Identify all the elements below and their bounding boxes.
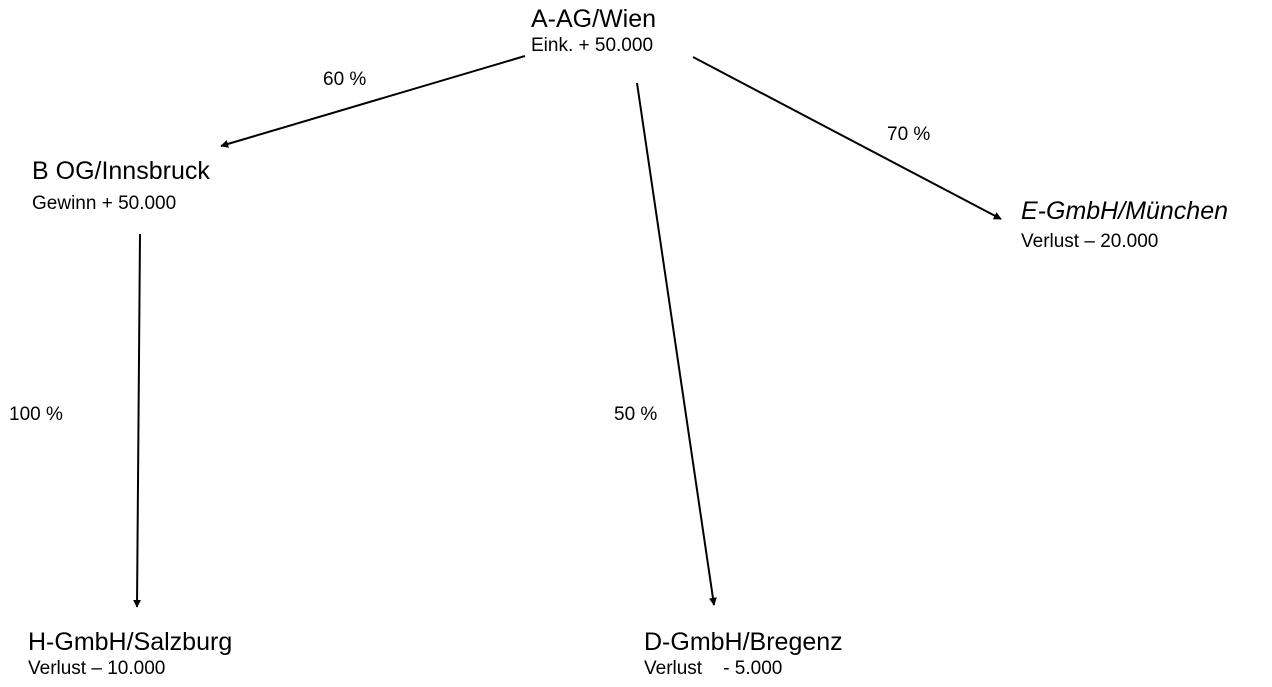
node-h-gmbh-salzburg: H-GmbH/Salzburg Verlust – 10.000 — [28, 627, 232, 681]
node-value: Verlust – 20.000 — [1021, 231, 1159, 252]
edge-label-a-to-d: 50 % — [614, 404, 658, 425]
edge-label-a-to-e: 70 % — [887, 124, 931, 145]
node-value: Eink. + 50.000 — [531, 35, 654, 56]
node-name: D-GmbH/Bregenz — [644, 628, 843, 656]
arrow-a-to-e — [692, 56, 1002, 220]
node-name: H-GmbH/Salzburg — [28, 628, 233, 656]
node-value: Verlust - 5.000 — [644, 658, 783, 679]
node-d-gmbh-bregenz: D-GmbH/Bregenz Verlust - 5.000 — [644, 627, 843, 681]
arrow-a-to-d — [636, 82, 717, 606]
node-b-og-innsbruck: B OG/Innsbruck Gewinn + 50.000 — [32, 156, 210, 216]
node-value: Gewinn + 50.000 — [32, 193, 177, 214]
arrow-b-to-h — [133, 233, 142, 608]
node-a-ag-wien: A-AG/Wien Eink. + 50.000 — [531, 4, 656, 58]
edge-label-a-to-b: 60 % — [323, 69, 367, 90]
node-e-gmbh-muenchen: E-GmbH/München Verlust – 20.000 — [1021, 196, 1228, 254]
node-name: A-AG/Wien — [531, 5, 657, 33]
node-name: E-GmbH/München — [1021, 197, 1229, 225]
arrow-a-to-b — [220, 55, 526, 148]
edge-label-b-to-h: 100 % — [9, 404, 63, 425]
node-value: Verlust – 10.000 — [28, 658, 166, 679]
node-name: B OG/Innsbruck — [32, 157, 210, 185]
